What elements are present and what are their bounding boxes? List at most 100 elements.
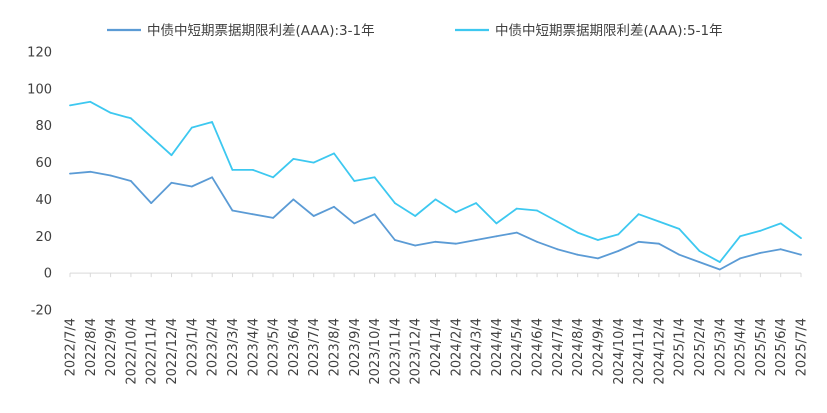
data-point: [373, 176, 376, 179]
data-point: [556, 220, 559, 223]
x-axis: 2022/7/4 2022/8/4 2022/9/4 2022/10/4 2022/11…: [64, 272, 810, 385]
data-point: [394, 202, 396, 205]
data-point: [475, 202, 477, 205]
x-tick-label: 2023/3/4: [226, 318, 241, 376]
data-point: [597, 257, 599, 260]
data-point: [434, 198, 437, 201]
data-point: [231, 169, 234, 171]
data-point: [333, 205, 335, 208]
data-point: [89, 100, 92, 103]
data-point: [353, 180, 356, 182]
y-tick-label: 0: [44, 267, 52, 282]
x-tick-label: 2023/9/4: [348, 318, 363, 376]
x-tick-label: 2024/1/4: [429, 318, 444, 376]
x-tick-label: 2025/4/4: [734, 318, 749, 376]
data-point: [718, 261, 721, 263]
data-point: [637, 213, 640, 216]
x-tick-label: 2024/6/4: [531, 318, 546, 376]
data-point: [779, 222, 782, 225]
data-point: [617, 250, 620, 252]
data-point: [190, 185, 193, 188]
data-point: [678, 228, 681, 230]
data-point: [394, 239, 396, 241]
data-point: [272, 217, 274, 219]
data-point: [658, 220, 660, 223]
data-point: [779, 248, 782, 251]
x-tick-label: 2023/4/4: [246, 318, 261, 376]
data-point: [739, 257, 741, 260]
data-point: [292, 158, 295, 160]
data-point: [150, 135, 153, 138]
x-tick-label: 2023/6/4: [287, 318, 302, 376]
data-point: [576, 231, 579, 234]
data-point: [434, 240, 437, 243]
data-point: [536, 209, 538, 212]
x-tick-label: 2024/4/4: [490, 318, 505, 376]
data-point: [454, 211, 457, 214]
data-point: [211, 121, 214, 123]
data-point: [454, 242, 457, 245]
data-point: [333, 152, 335, 155]
data-point: [718, 268, 721, 271]
data-point: [678, 253, 681, 256]
y-tick-label: -20: [31, 304, 52, 319]
x-tick-label: 2024/8/4: [571, 318, 586, 376]
legend-label: 中债中短期票据期限利差(AAA):5-1年: [495, 23, 723, 39]
x-tick-label: 2024/9/4: [591, 318, 606, 376]
x-tick-label: 2023/11/4: [388, 318, 403, 385]
x-tick-label: 2023/5/4: [267, 318, 282, 376]
x-tick-label: 2023/1/4: [185, 318, 200, 376]
data-point: [190, 126, 193, 129]
data-point: [353, 222, 356, 225]
data-point: [130, 117, 132, 120]
data-point: [658, 242, 660, 245]
legend-label: 中债中短期票据期限利差(AAA):3-1年: [147, 23, 375, 39]
x-tick-label: 2024/3/4: [470, 318, 485, 376]
data-point: [759, 252, 762, 254]
x-tick-label: 2024/10/4: [612, 318, 627, 385]
data-point: [312, 161, 315, 164]
x-tick-label: 2024/11/4: [632, 318, 647, 385]
x-tick-label: 2024/2/4: [449, 318, 464, 376]
data-point: [109, 174, 112, 177]
x-tick-label: 2025/7/4: [795, 318, 810, 376]
data-point: [800, 253, 802, 256]
data-point: [515, 231, 518, 234]
y-tick-label: 100: [27, 82, 52, 97]
x-tick-label: 2025/3/4: [713, 318, 728, 376]
x-tick-label: 2022/12/4: [165, 318, 180, 385]
data-point: [170, 154, 173, 157]
y-axis: -20 0 20 40 60 80 100 120: [27, 46, 52, 319]
y-tick-label: 20: [35, 230, 52, 245]
data-point: [69, 104, 71, 107]
x-tick-label: 2022/7/4: [64, 318, 79, 376]
data-point: [251, 213, 254, 216]
data-point: [556, 248, 559, 251]
x-tick-label: 2022/9/4: [104, 318, 119, 376]
data-point: [414, 244, 417, 247]
data-point: [597, 239, 599, 241]
data-point: [109, 111, 112, 114]
x-tick-label: 2023/10/4: [368, 318, 383, 385]
data-point: [617, 233, 620, 236]
series-layer: [69, 100, 802, 271]
series-line-2: [69, 100, 802, 263]
series-line-1: [69, 170, 802, 271]
x-tick-label: 2022/11/4: [145, 318, 160, 385]
data-point: [89, 170, 92, 173]
x-tick-label: 2022/10/4: [124, 318, 139, 385]
x-tick-label: 2022/8/4: [84, 318, 99, 376]
data-point: [495, 222, 498, 225]
data-point: [251, 169, 254, 171]
data-point: [475, 239, 477, 241]
data-point: [536, 240, 538, 243]
x-tick-label: 2024/12/4: [652, 318, 667, 385]
data-point: [292, 198, 295, 201]
data-point: [373, 213, 376, 216]
x-tick-label: 2024/5/4: [510, 318, 525, 376]
data-point: [211, 176, 214, 179]
y-tick-label: 120: [27, 46, 52, 61]
data-point: [272, 176, 274, 179]
data-point: [698, 250, 701, 252]
